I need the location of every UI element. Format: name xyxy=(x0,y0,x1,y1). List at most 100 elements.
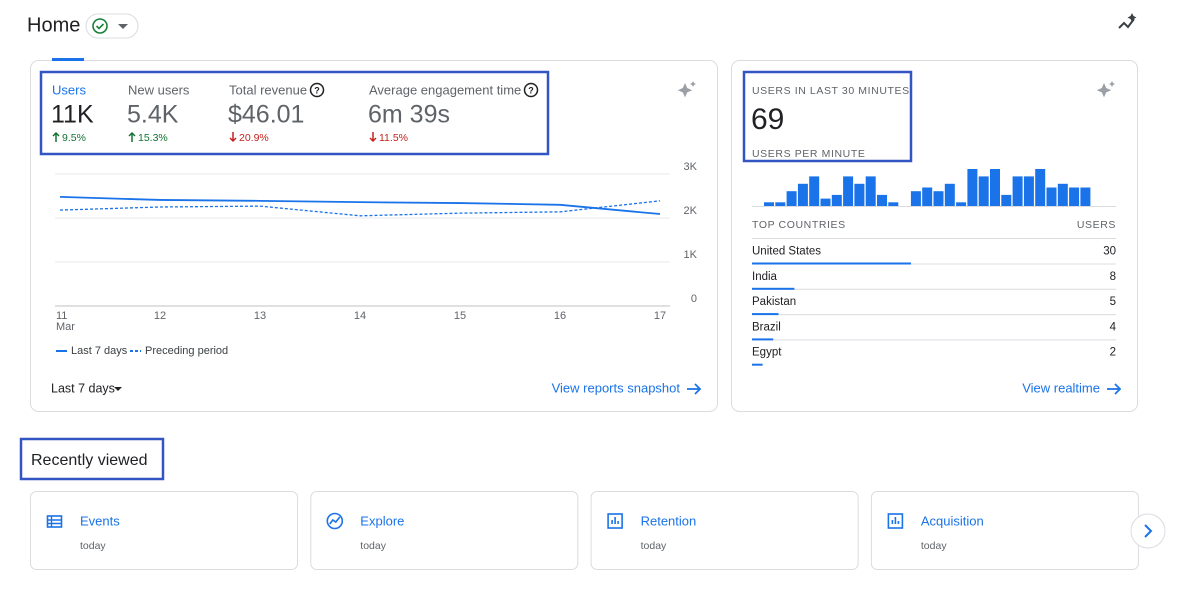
ai-icon[interactable] xyxy=(1096,81,1115,98)
series-line xyxy=(59,200,661,217)
minute-bar xyxy=(877,194,887,206)
y-tick-label: 3K xyxy=(684,161,698,173)
country-name: United States xyxy=(752,246,821,258)
minute-bar xyxy=(933,191,944,206)
country-users: 2 xyxy=(1110,347,1116,359)
minute-bar xyxy=(843,176,854,206)
country-users: 8 xyxy=(1110,271,1116,283)
country-users: 30 xyxy=(1103,246,1116,258)
y-tick-label: 1K xyxy=(684,249,698,261)
minute-bar xyxy=(820,198,831,206)
view-link[interactable]: View realtime xyxy=(1022,380,1100,395)
recent-time: today xyxy=(80,540,106,552)
recent-card[interactable] xyxy=(30,491,298,570)
y-tick-label: 0 xyxy=(691,293,697,305)
insights-icon[interactable] xyxy=(1118,18,1135,29)
minute-bar xyxy=(910,191,921,206)
change-arrow xyxy=(229,132,237,143)
metric-label[interactable]: Users xyxy=(52,82,86,97)
country-name: Brazil xyxy=(752,321,781,333)
country-name: Pakistan xyxy=(752,296,796,308)
minute-bar xyxy=(944,183,955,206)
minute-bar xyxy=(854,183,865,206)
link-arrow xyxy=(1107,383,1122,395)
next-button[interactable] xyxy=(1130,513,1166,549)
change-arrow xyxy=(128,131,136,142)
recent-title[interactable]: Events xyxy=(80,513,120,528)
recent-icon xyxy=(887,513,904,529)
x-tick-label: 15 xyxy=(454,310,466,322)
help-icon[interactable]: ? xyxy=(309,82,325,98)
highlight-box xyxy=(742,70,913,163)
metric-value: 11K xyxy=(51,101,94,129)
x-tick-label: 11 xyxy=(56,310,67,322)
realtime-subtitle: USERS PER MINUTE xyxy=(752,148,865,160)
svg-text:?: ? xyxy=(314,85,320,95)
metric-label[interactable]: Total revenue xyxy=(229,82,307,97)
minute-bar xyxy=(956,202,967,206)
legend-label: Last 7 days xyxy=(71,345,128,357)
metric-change: 9.5% xyxy=(62,132,86,144)
country-users: 5 xyxy=(1110,296,1116,308)
status-chip[interactable] xyxy=(85,13,139,39)
metric-change: 11.5% xyxy=(379,132,408,144)
link-arrow xyxy=(687,383,702,395)
recent-card[interactable] xyxy=(590,491,859,570)
column-header: USERS xyxy=(1077,219,1116,231)
minute-bar xyxy=(786,191,797,206)
metric-change: 15.3% xyxy=(138,132,168,144)
realtime-title: USERS IN LAST 30 MINUTES xyxy=(752,85,910,97)
ai-icon[interactable] xyxy=(677,81,696,98)
column-header: TOP COUNTRIES xyxy=(752,219,846,231)
recent-icon xyxy=(326,512,344,530)
x-tick-label: 17 xyxy=(654,310,666,322)
series-line xyxy=(59,195,661,215)
minute-bar xyxy=(967,169,978,206)
country-bar xyxy=(752,262,911,265)
minute-bar xyxy=(1057,183,1068,206)
metric-value: 5.4K xyxy=(127,101,179,129)
minute-bar xyxy=(1069,187,1080,206)
recent-title[interactable]: Explore xyxy=(360,513,404,528)
x-tick-label: 12 xyxy=(154,310,166,322)
minute-bar xyxy=(865,176,876,206)
minute-bar xyxy=(978,176,989,206)
recent-card[interactable] xyxy=(310,491,579,570)
realtime-card xyxy=(731,60,1138,412)
legend-label: Preceding period xyxy=(145,345,228,357)
minute-bar xyxy=(1046,187,1057,206)
country-users: 4 xyxy=(1110,321,1117,333)
minute-bar xyxy=(888,202,899,206)
country-name: India xyxy=(752,271,778,283)
help-icon[interactable]: ? xyxy=(523,82,539,98)
dropdown-arrow xyxy=(114,387,122,391)
minute-bar xyxy=(831,194,842,206)
minute-bar xyxy=(764,202,774,206)
recent-title[interactable]: Acquisition xyxy=(921,513,984,528)
x-tick-label: 13 xyxy=(254,310,266,322)
x-tick-label: 16 xyxy=(554,310,566,322)
metric-label[interactable]: Average engagement time xyxy=(369,82,521,97)
tab-indicator xyxy=(52,58,84,61)
metric-value: $46.01 xyxy=(228,101,304,129)
change-arrow xyxy=(52,131,60,142)
minute-bar xyxy=(1023,176,1034,206)
metric-label[interactable]: New users xyxy=(128,82,190,97)
view-link[interactable]: View reports snapshot xyxy=(552,380,681,395)
metric-change: 20.9% xyxy=(239,132,269,144)
recent-icon xyxy=(46,515,63,528)
highlight-box xyxy=(39,70,550,156)
recent-title[interactable]: Retention xyxy=(641,513,697,528)
recent-time: today xyxy=(921,540,947,552)
minute-bar xyxy=(1001,194,1012,206)
country-bar xyxy=(752,338,774,341)
recent-time: today xyxy=(360,540,386,552)
recent-card[interactable] xyxy=(870,491,1139,570)
minute-bar xyxy=(1012,176,1023,206)
period-select[interactable]: Last 7 days xyxy=(51,381,115,395)
country-name: Egypt xyxy=(752,347,782,359)
minute-bar xyxy=(809,176,820,206)
x-month-label: Mar xyxy=(56,321,75,333)
minute-bar xyxy=(1080,187,1091,206)
